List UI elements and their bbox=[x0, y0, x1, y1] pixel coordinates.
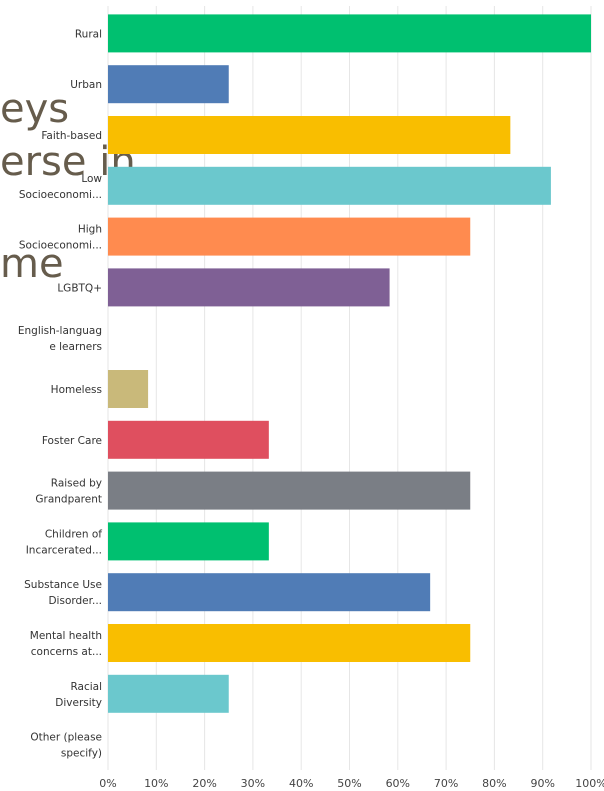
bar-4 bbox=[108, 217, 471, 256]
category-label-10: Children of Incarcerated... bbox=[26, 528, 103, 556]
bar-12 bbox=[108, 624, 471, 662]
category-label-12: Mental health concerns at... bbox=[30, 630, 102, 658]
x-tick-label-100: 100% bbox=[575, 777, 604, 790]
x-tick-label-40: 40% bbox=[289, 777, 313, 790]
category-labels: Rural Urban Faith-based Low Socioeconomi... H… bbox=[18, 28, 103, 759]
category-label-1: Urban bbox=[70, 79, 102, 91]
x-tick-label-30: 30% bbox=[241, 777, 265, 790]
bar-3 bbox=[108, 166, 551, 205]
bar-10 bbox=[108, 522, 269, 561]
bar-7 bbox=[108, 370, 149, 408]
bar-2 bbox=[108, 116, 511, 154]
x-tick-label-50: 50% bbox=[337, 777, 361, 790]
bar-13 bbox=[108, 674, 229, 713]
x-tick-label-70: 70% bbox=[434, 777, 458, 790]
category-label-8: Foster Care bbox=[42, 435, 102, 447]
bars bbox=[108, 14, 591, 713]
x-tick-label-10: 10% bbox=[144, 777, 168, 790]
bar-5 bbox=[108, 268, 390, 307]
background-text-2: me bbox=[0, 241, 64, 287]
category-label-9: Raised by Grandparent bbox=[35, 478, 102, 506]
category-label-13: Racial Diversity bbox=[55, 681, 102, 709]
x-tick-label-0: 0% bbox=[99, 777, 116, 790]
category-label-6: English-languag e learners bbox=[18, 325, 102, 353]
category-label-3: Low Socioeconomi... bbox=[19, 173, 103, 201]
category-label-5: LGBTQ+ bbox=[57, 282, 102, 294]
x-tick-label-20: 20% bbox=[192, 777, 216, 790]
category-label-11: Substance Use Disorder... bbox=[24, 579, 102, 607]
x-axis-ticks: 0% 10% 20% 30% 40% 50% 60% 70% 80% 90% 100% bbox=[99, 777, 604, 790]
bar-0 bbox=[108, 14, 591, 53]
category-label-0: Rural bbox=[75, 28, 102, 40]
category-label-2: Faith-based bbox=[41, 130, 102, 142]
category-label-4: High Socioeconomi... bbox=[19, 224, 102, 252]
bar-11 bbox=[108, 573, 431, 612]
category-label-7: Homeless bbox=[51, 384, 102, 396]
bar-1 bbox=[108, 65, 229, 104]
x-tick-label-60: 60% bbox=[386, 777, 410, 790]
x-tick-label-80: 80% bbox=[482, 777, 506, 790]
category-label-14: Other (please specify) bbox=[30, 732, 102, 760]
background-text-0: eys bbox=[0, 86, 69, 132]
x-tick-label-90: 90% bbox=[530, 777, 554, 790]
bar-9 bbox=[108, 471, 471, 510]
bar-8 bbox=[108, 420, 269, 459]
